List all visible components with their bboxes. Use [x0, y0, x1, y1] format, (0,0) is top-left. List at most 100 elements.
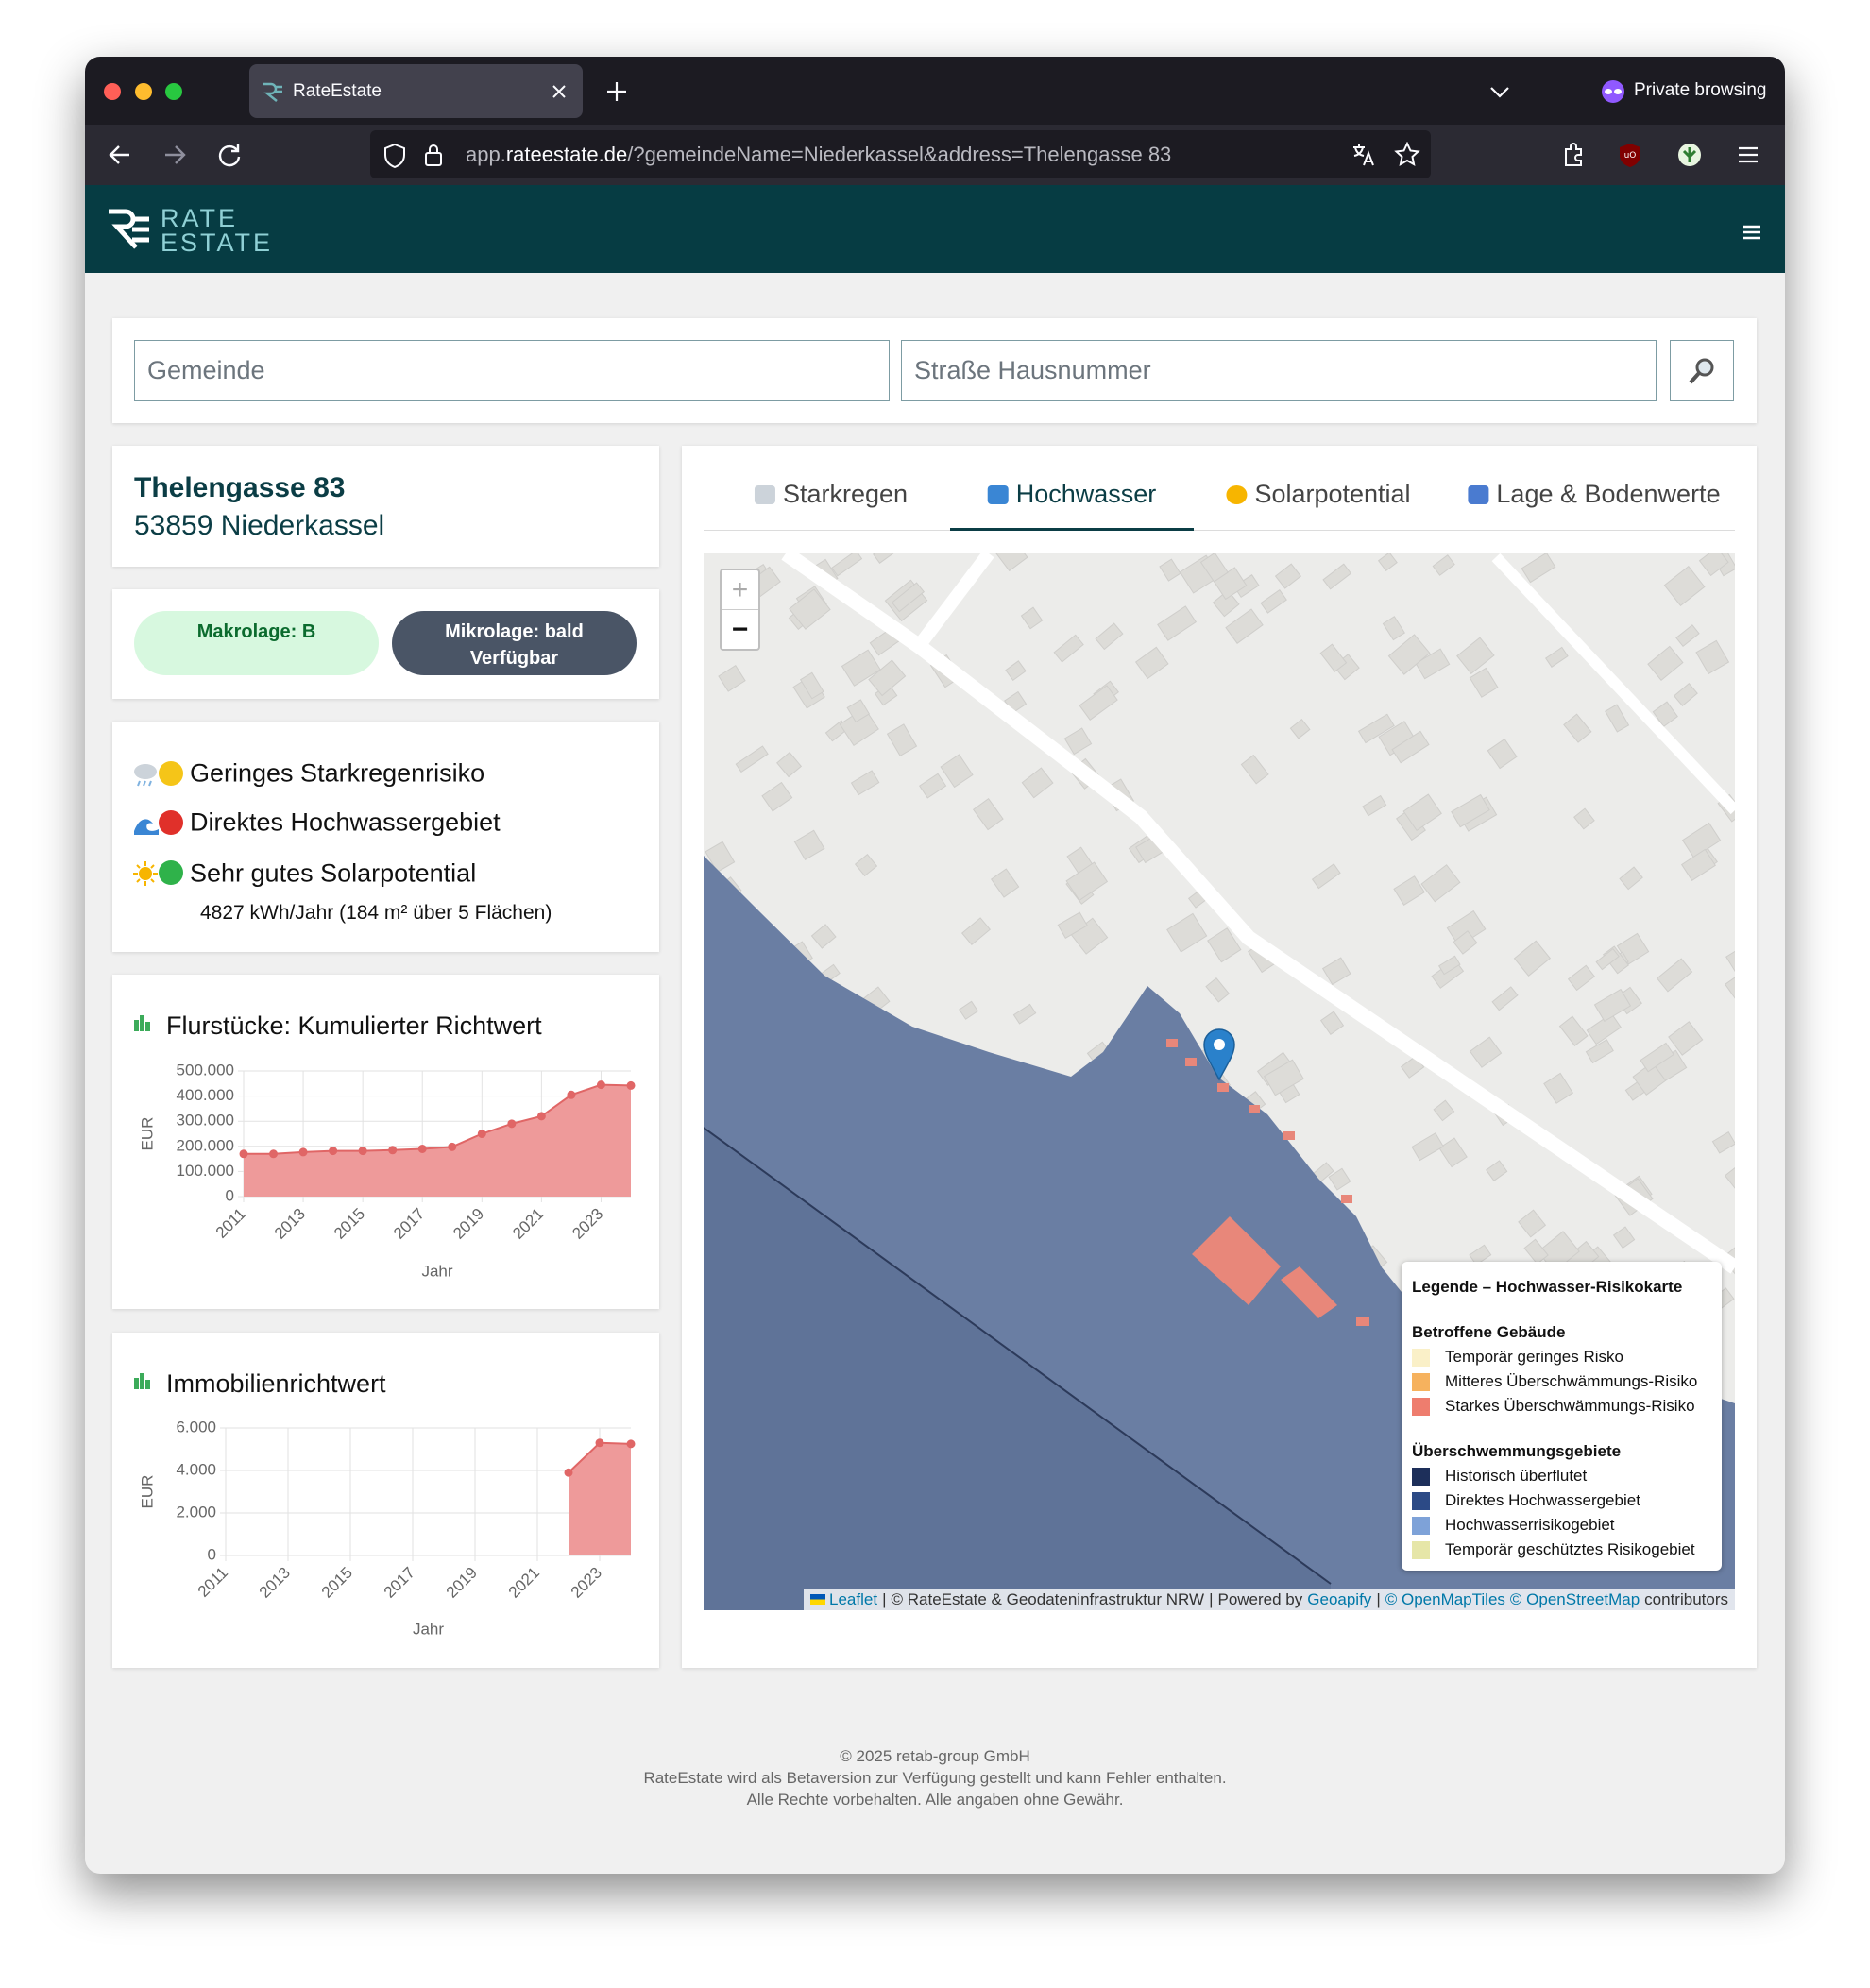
extensions-icon[interactable] — [1560, 142, 1587, 168]
x-tick-label: 2023 — [569, 1205, 606, 1243]
title-icon — [145, 1022, 150, 1031]
map-building — [1469, 1036, 1503, 1068]
traffic-minimize[interactable] — [135, 83, 152, 100]
shield-icon[interactable] — [382, 143, 407, 169]
risk-status-dot — [159, 810, 183, 835]
attribution-link[interactable]: Geoapify — [1307, 1589, 1372, 1608]
risk-status-dot — [159, 860, 183, 885]
point — [596, 1080, 605, 1090]
tab-label: Solarpotential — [1254, 480, 1411, 508]
map-building — [1166, 912, 1208, 953]
map-building — [705, 841, 736, 874]
x-axis-label: Jahr — [413, 1620, 444, 1638]
map-building — [1402, 793, 1442, 832]
tab[interactable]: Lage & Bodenwerte — [1468, 480, 1721, 509]
url-field[interactable] — [370, 130, 1431, 178]
map-building — [1523, 1238, 1549, 1266]
legend-swatch — [1412, 1516, 1430, 1535]
forward-button[interactable] — [162, 142, 188, 168]
tab[interactable]: Solarpotential — [1226, 480, 1411, 509]
map-building — [919, 773, 947, 799]
reload-button[interactable] — [216, 142, 243, 168]
ublock-icon[interactable]: uO — [1617, 142, 1643, 168]
map-building — [1656, 958, 1693, 993]
map-building — [761, 781, 793, 812]
map-building — [1311, 863, 1341, 890]
address-input[interactable]: Straße Hausnummer — [901, 340, 1657, 401]
map-building — [1711, 1131, 1735, 1154]
tab-list[interactable] — [1488, 82, 1511, 101]
traffic-zoom[interactable] — [165, 83, 182, 100]
map-building — [810, 924, 837, 949]
legend-swatch — [1412, 1467, 1430, 1486]
title-icon — [140, 1015, 144, 1031]
nav-toggle[interactable] — [1742, 223, 1762, 242]
x-tick-label: 2017 — [381, 1564, 418, 1602]
map-building — [1668, 1021, 1704, 1056]
x-tick-label: 2013 — [271, 1205, 309, 1243]
x-tick-label: 2011 — [212, 1205, 249, 1242]
point — [626, 1439, 636, 1449]
x-tick-label: 2021 — [505, 1564, 543, 1602]
lock-icon[interactable] — [422, 142, 449, 170]
street — [781, 553, 1735, 1274]
tab[interactable]: Starkregen — [754, 480, 908, 509]
map[interactable]: + − Legende – Hochwasser-Risikokarte Betr… — [704, 553, 1735, 1610]
chart-card — [112, 1333, 659, 1668]
zoom-in[interactable]: + — [722, 570, 758, 610]
map-building — [1437, 955, 1461, 976]
map-building — [886, 723, 918, 756]
map-building — [1521, 553, 1556, 584]
map-building — [1695, 639, 1730, 675]
location-marker[interactable] — [1203, 1028, 1235, 1081]
point — [564, 1468, 573, 1477]
back-button[interactable] — [107, 142, 133, 168]
map-building — [1357, 713, 1395, 744]
x-axis-label: Jahr — [421, 1262, 452, 1280]
map-building — [1605, 704, 1630, 733]
logo-mark — [109, 209, 149, 249]
map-building — [735, 745, 769, 773]
zoom-out[interactable]: − — [731, 614, 749, 645]
map-building — [1212, 589, 1240, 618]
point — [329, 1147, 338, 1156]
municipality-input[interactable]: Gemeinde — [134, 340, 890, 401]
attribution-link[interactable]: Leaflet — [829, 1589, 878, 1608]
new-tab[interactable] — [604, 79, 629, 104]
x-tick-label: 2013 — [256, 1564, 294, 1602]
address-city: 53859 Niederkassel — [134, 510, 385, 541]
tab[interactable]: Hochwasser — [987, 480, 1156, 509]
svg-text:uO: uO — [1624, 151, 1637, 161]
y-tick-label: 400.000 — [177, 1086, 234, 1104]
map-building — [995, 553, 1028, 572]
map-building — [1513, 940, 1552, 977]
extension-icon[interactable] — [1676, 142, 1703, 168]
app-menu[interactable] — [1735, 142, 1761, 168]
map-building — [831, 553, 863, 577]
micro-badge: Mikrolage: bald Verfügbar — [392, 611, 637, 675]
translate-icon[interactable] — [1351, 142, 1377, 168]
traffic-close[interactable] — [104, 83, 121, 100]
tab-icon — [1226, 484, 1248, 504]
bookmark-star[interactable] — [1394, 142, 1420, 168]
map-building — [718, 664, 746, 692]
tab-close[interactable] — [550, 82, 569, 101]
map-building — [1289, 719, 1311, 739]
browser-tab[interactable] — [249, 64, 583, 118]
attribution-link[interactable]: © OpenStreetMap — [1509, 1589, 1640, 1608]
legend-swatch — [1412, 1372, 1430, 1391]
map-building — [1134, 646, 1169, 680]
map-building — [1432, 554, 1455, 576]
legend-label: Direktes Hochwassergebiet — [1445, 1491, 1640, 1509]
map-building — [1159, 558, 1182, 582]
macro-badge: Makrolage: B — [134, 611, 379, 675]
point — [417, 1144, 427, 1153]
attribution-link[interactable]: © OpenMapTiles — [1385, 1589, 1505, 1608]
map-building — [1663, 566, 1706, 607]
x-tick-label: 2015 — [318, 1564, 356, 1602]
map-building — [1433, 1099, 1455, 1122]
map-building — [1585, 1039, 1614, 1064]
map-building — [793, 829, 825, 860]
legend-item: Starkes Überschwämmungs-Risiko — [1412, 1394, 1711, 1419]
url-text[interactable]: app.rateestate.de/?gemeindeName=Niederka… — [466, 143, 1171, 167]
